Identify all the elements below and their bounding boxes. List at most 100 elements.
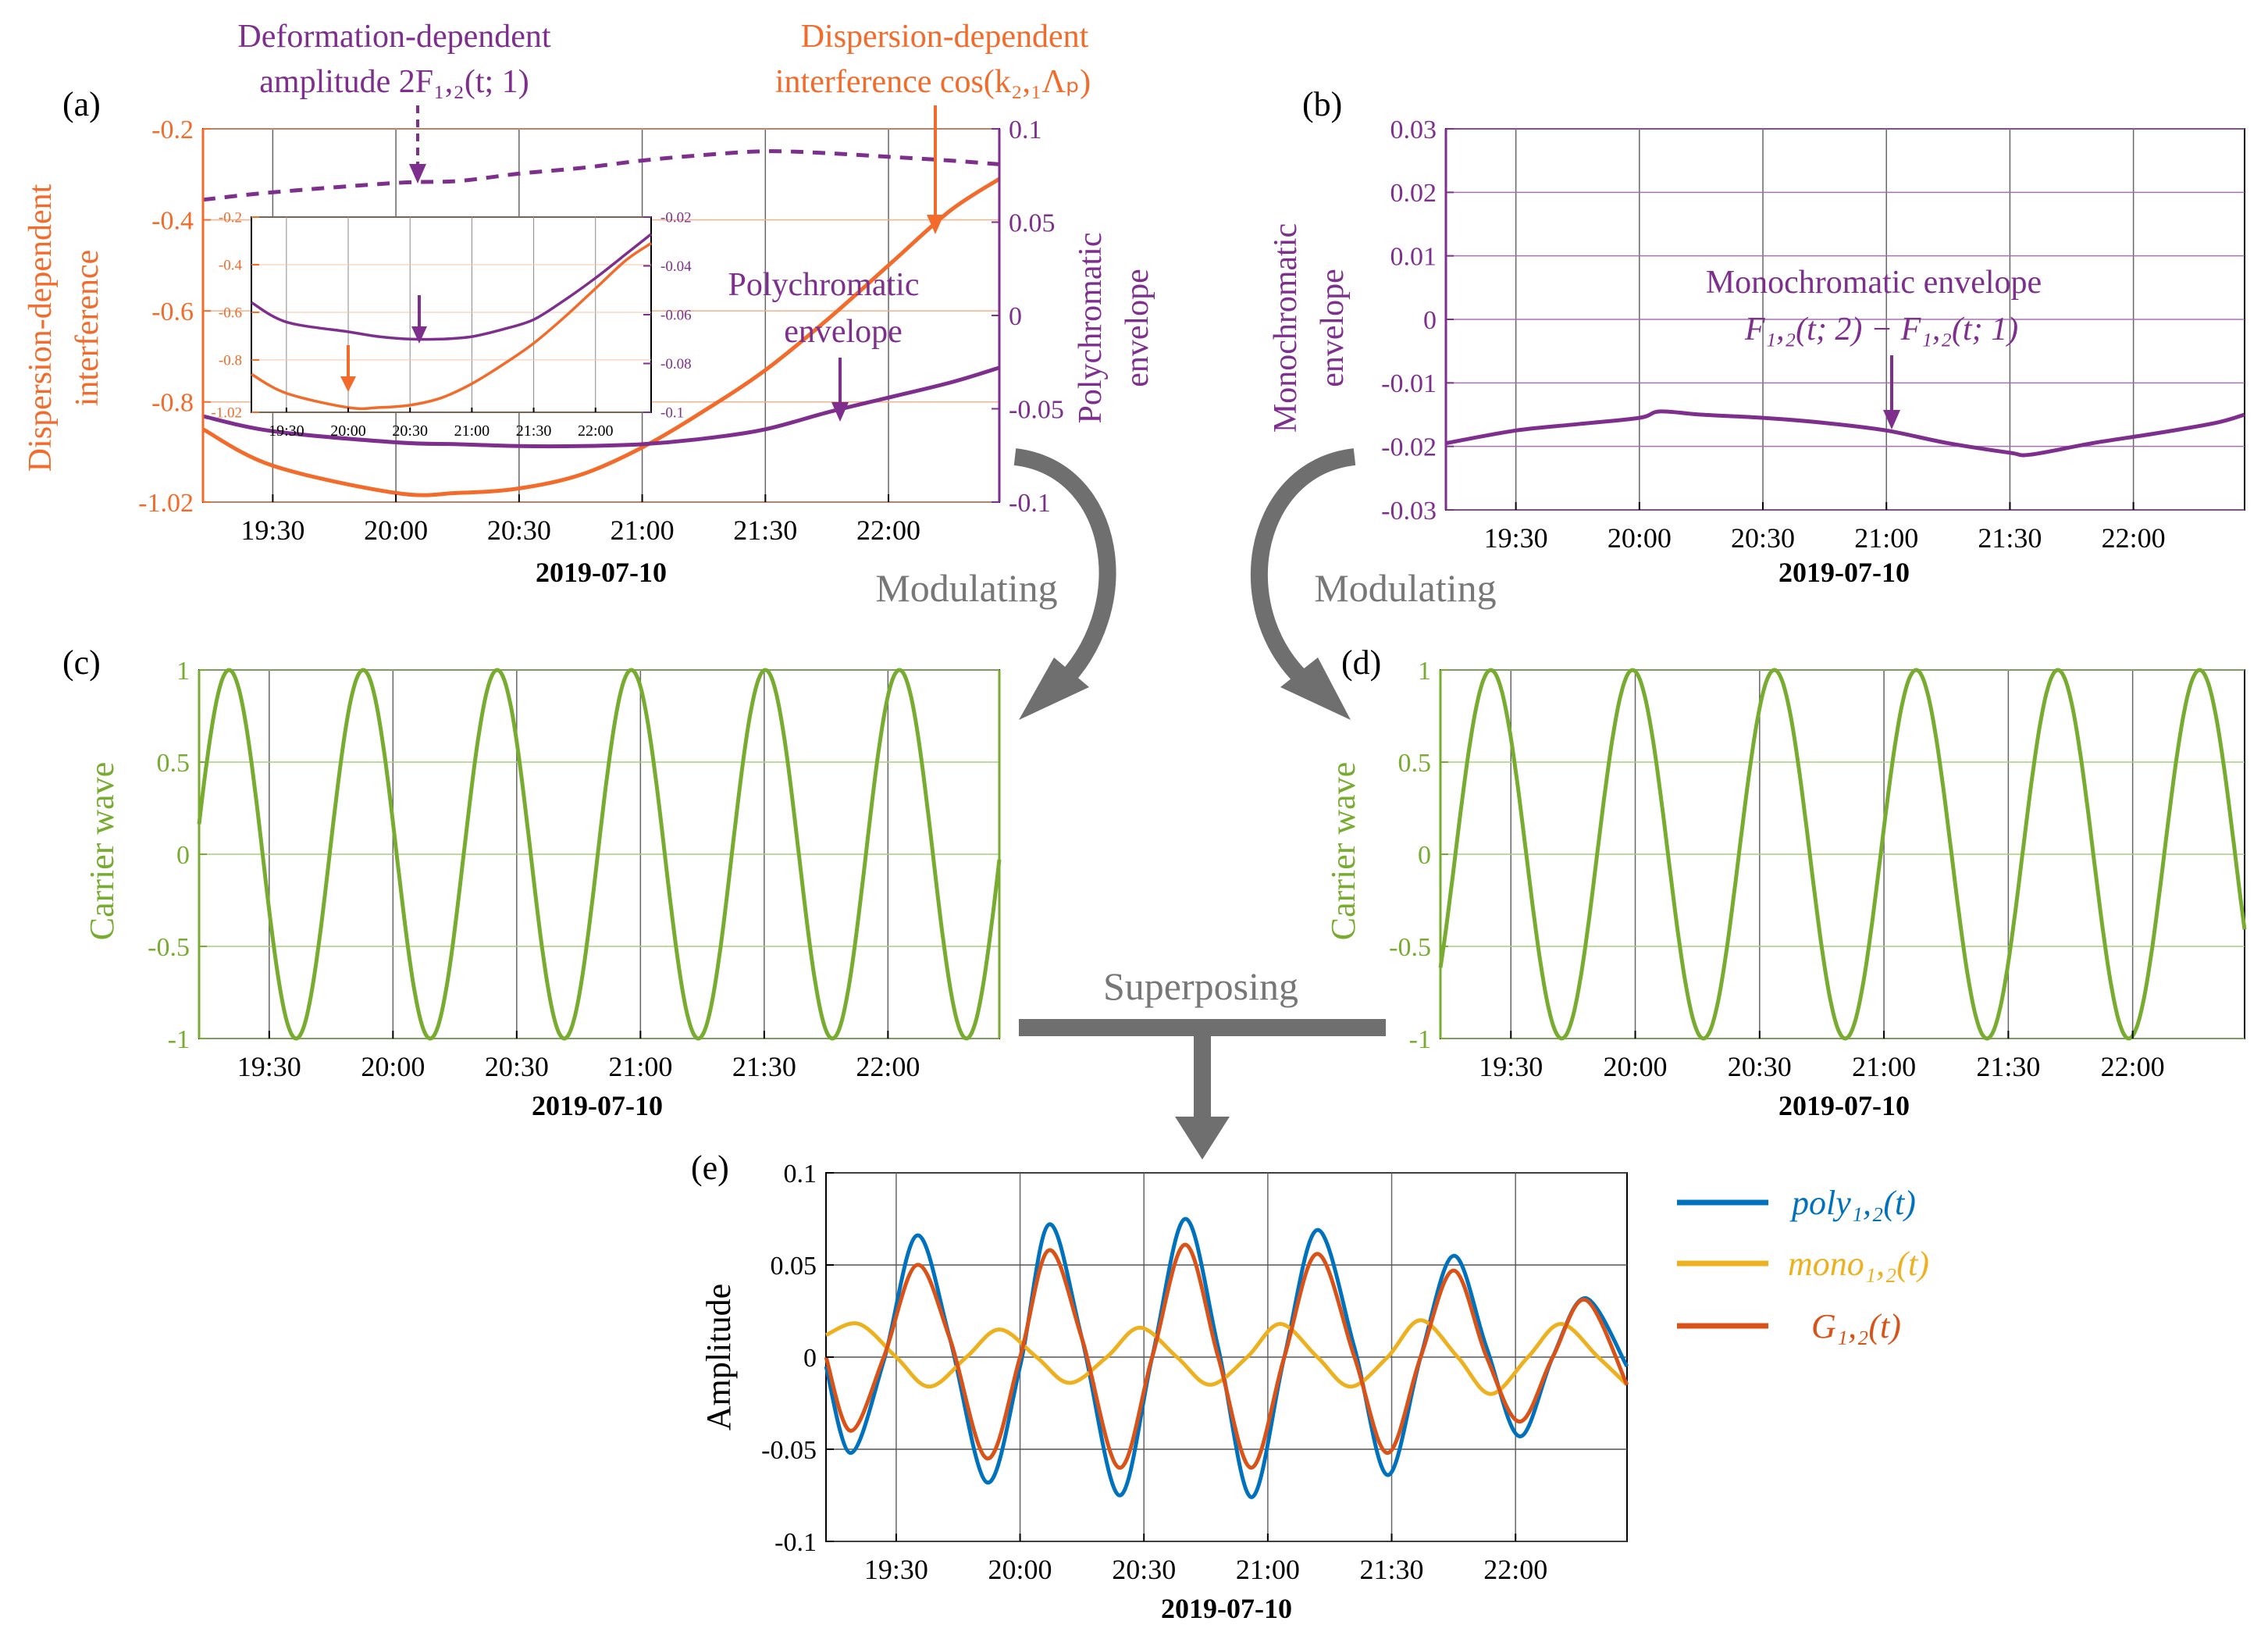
series-line-purple: [202, 365, 1000, 449]
panel-e: (e) 0.1 0.05 0 -0.05 -0.1 19:30 20:00 20:30 21:…: [691, 1149, 1929, 1624]
panel-d: (d) 1 0.5 0 -0.5 -1 19:30 20:00 20:30 21:00 21:3…: [1324, 643, 2247, 1121]
x-tick-label: 21:30: [732, 1051, 796, 1082]
x-tick-label: 19:30: [240, 515, 304, 546]
y-tick-label: -0.5: [148, 933, 190, 962]
inset-orange-arrowhead: [340, 376, 356, 392]
y-tick-label: -0.1: [660, 405, 684, 422]
x-tick-label: 20:00: [1608, 522, 1672, 554]
modulating-left-arrow: [1013, 448, 1116, 693]
panel-b-xlabel: 2019-07-10: [1778, 557, 1910, 588]
y-tick-label: 0.01: [1390, 243, 1437, 272]
panel-a-inset-series: [251, 233, 653, 411]
panel-a-inset-right-ticks: -0.02 -0.04 -0.06 -0.08 -0.1: [643, 210, 692, 422]
y-tick-label: -0.8: [151, 389, 194, 418]
panel-c-label: (c): [62, 643, 101, 682]
panel-d-ylabel: Carrier wave: [1324, 762, 1362, 940]
panel-c-series: [197, 668, 1002, 1041]
y-tick-label: -0.6: [219, 305, 242, 322]
panel-a-right-ticks: 0.1 0.05 0 -0.05 -0.1: [992, 116, 1064, 518]
deformation-arrowhead: [409, 164, 426, 183]
y-tick-label: 0: [1418, 841, 1431, 870]
series-line-carrier-wave: [1438, 668, 2247, 1041]
series-line-mono: [824, 1318, 1629, 1396]
x-tick-label: 20:30: [487, 515, 551, 546]
annotation-dispersion-line2: interference cos(k₂,₁Λₚ): [775, 64, 1091, 100]
x-tick-label: 22:00: [2102, 522, 2166, 554]
y-tick-label: 0: [1009, 302, 1022, 331]
y-tick-label: -0.02: [660, 210, 692, 226]
annotation-deformation-line2: amplitude 2F₁,₂(t; 1): [259, 64, 529, 100]
y-tick-label: -0.02: [1381, 433, 1437, 462]
panel-a-left-ylabel: Dispersion-dependent interference: [23, 183, 105, 472]
modulating-left-arrowhead: [1019, 657, 1089, 720]
panel-a-left-ylabel-line1: Dispersion-dependent: [23, 183, 59, 472]
panel-c-y-ticks: 1 0.5 0 -0.5 -1: [148, 657, 207, 1054]
x-tick-label: 20:30: [1112, 1554, 1176, 1585]
panel-e-series: [824, 1217, 1629, 1499]
y-tick-label: 0.1: [1009, 116, 1042, 144]
x-tick-label: 21:30: [516, 422, 552, 440]
y-tick-label: -0.08: [660, 356, 692, 372]
panel-d-series: [1438, 668, 2247, 1041]
panel-a-left-ticks: -0.2 -0.4 -0.6 -0.8 -1.02: [138, 116, 211, 518]
panel-a-series: [201, 149, 1001, 497]
x-tick-label: 19:30: [1479, 1051, 1543, 1082]
x-tick-label: 21:00: [1236, 1554, 1300, 1585]
y-tick-label: 0.05: [771, 1252, 817, 1281]
panel-c-x-ticks: 19:30 20:00 20:30 21:00 21:30 22:00: [237, 1031, 920, 1082]
poly-arrowhead: [831, 402, 849, 422]
panel-a-right-ylabel-line2: envelope: [1120, 269, 1155, 387]
y-tick-label: -0.03: [1381, 497, 1437, 526]
y-tick-label: 0.05: [1009, 208, 1056, 237]
x-tick-label: 20:30: [392, 422, 428, 440]
superposing-bar: [1019, 1019, 1386, 1036]
annotation-mono-line2: F₁,₂(t; 2) − F₁,₂(t; 1): [1744, 312, 2018, 347]
panel-d-x-ticks: 19:30 20:00 20:30 21:00 21:30 22:00: [1479, 1031, 2165, 1082]
y-tick-label: -0.01: [1381, 369, 1437, 398]
series-line-purple-dashed: [202, 149, 1000, 202]
dispersion-arrowhead: [927, 215, 944, 234]
x-tick-label: 20:30: [485, 1051, 549, 1082]
y-tick-label: 0.03: [1390, 116, 1437, 144]
modulating-left-label: Modulating: [875, 566, 1057, 610]
panel-b-gridlines: [1446, 128, 2245, 511]
x-tick-label: 19:30: [269, 422, 304, 440]
y-tick-label: -0.2: [151, 116, 194, 144]
x-tick-label: 20:00: [361, 1051, 425, 1082]
x-tick-label: 19:30: [237, 1051, 301, 1082]
y-tick-label: -1.02: [211, 405, 242, 422]
y-tick-label: -0.06: [660, 308, 692, 324]
y-tick-label: -0.1: [1009, 489, 1051, 518]
x-tick-label: 21:00: [1854, 522, 1918, 554]
x-tick-label: 22:00: [2101, 1051, 2165, 1082]
series-line-carrier-wave: [197, 668, 1002, 1041]
y-tick-label: 0: [1423, 306, 1437, 335]
modulating-right-arrowhead: [1280, 657, 1351, 720]
panel-c-ylabel: Carrier wave: [83, 762, 121, 940]
y-tick-label: 0: [176, 841, 190, 870]
x-tick-label: 21:00: [1852, 1051, 1916, 1082]
x-tick-label: 22:00: [856, 1051, 920, 1082]
panel-a-right-ylabel-line1: Polychromatic: [1073, 233, 1109, 424]
y-tick-label: 0.02: [1390, 179, 1437, 208]
x-tick-label: 22:00: [578, 422, 614, 440]
connectors: Modulating Modulating Superposing: [875, 448, 1497, 1160]
x-tick-label: 21:00: [454, 422, 490, 440]
y-tick-label: -0.04: [660, 258, 692, 275]
y-tick-label: 1: [1418, 657, 1431, 686]
panel-a-xlabel: 2019-07-10: [536, 557, 667, 588]
inset-purple-arrowhead: [411, 326, 427, 344]
y-tick-label: -0.8: [219, 353, 242, 369]
y-tick-label: -0.05: [1009, 395, 1064, 424]
superposing-stem: [1194, 1036, 1211, 1118]
panel-b-ylabel: Monochromatic envelope: [1268, 223, 1351, 433]
panel-e-xlabel: 2019-07-10: [1161, 1593, 1292, 1624]
panel-b-label: (b): [1302, 85, 1342, 123]
y-tick-label: -0.4: [151, 206, 194, 235]
panel-e-y-ticks: 0.1 0.05 0 -0.05 -0.1: [761, 1160, 834, 1557]
panel-e-x-ticks: 19:30 20:00 20:30 21:00 21:30 22:00: [864, 1534, 1547, 1585]
y-tick-label: -1: [1409, 1025, 1431, 1054]
annotation-poly-line1: Polychromatic: [728, 267, 920, 303]
x-tick-label: 19:30: [864, 1554, 928, 1585]
